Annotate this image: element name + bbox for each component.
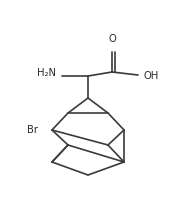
Text: O: O xyxy=(108,34,116,44)
Text: Br: Br xyxy=(27,125,38,135)
Text: OH: OH xyxy=(143,71,158,81)
Text: H₂N: H₂N xyxy=(37,68,56,78)
